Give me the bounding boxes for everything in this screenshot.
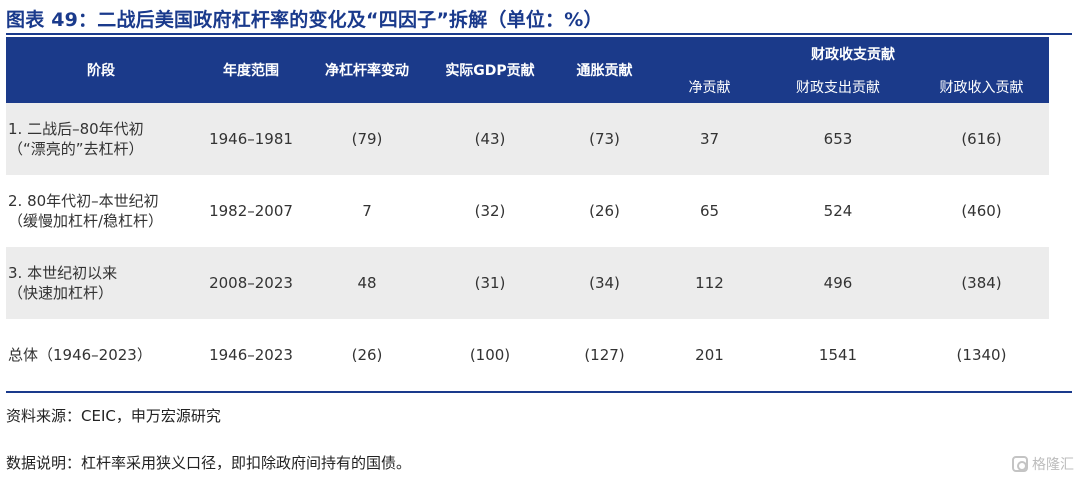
fiscal-spending-cell: 496 xyxy=(762,247,914,319)
data-note: 数据说明：杠杆率采用狭义口径，即扣除政府间持有的国债。 xyxy=(6,454,412,472)
years-cell: 1946–2023 xyxy=(209,346,293,364)
fiscal-revenue-cell: (1340) xyxy=(956,346,1007,364)
header-real-gdp: 实际GDP贡献 xyxy=(428,37,552,103)
net-leverage-change-cell: (79) xyxy=(306,103,428,175)
header-fiscal-revenue: 财政收入贡献 xyxy=(914,70,1049,103)
real-gdp-cell: (43) xyxy=(428,103,552,175)
stage-line1: 3. 本世纪初以来 xyxy=(8,264,118,282)
leverage-table: 阶段 年度范围 净杠杆率变动 实际GDP贡献 通胀贡献 财政收支贡献 净贡献 财… xyxy=(6,37,1049,391)
table-row: 2. 80年代初–本世纪初 （缓慢加杠杆/稳杠杆） 1982–2007 7 (3… xyxy=(6,175,1049,247)
fiscal-revenue-cell: (616) xyxy=(914,103,1049,175)
header-fiscal-spending: 财政支出贡献 xyxy=(762,70,914,103)
stage-line2: （快速加杠杆） xyxy=(8,284,114,302)
header-inflation: 通胀贡献 xyxy=(552,37,657,103)
inflation-cell: (73) xyxy=(552,103,657,175)
bottom-divider xyxy=(6,391,1072,393)
fiscal-net-cell: 112 xyxy=(657,247,762,319)
header-years: 年度范围 xyxy=(196,37,306,103)
years-cell: 2008–2023 xyxy=(196,247,306,319)
header-net-leverage-change: 净杠杆率变动 xyxy=(306,37,428,103)
stage-cell: 3. 本世纪初以来 （快速加杠杆） xyxy=(6,247,196,319)
header-stage: 阶段 xyxy=(6,37,196,103)
fiscal-net-cell: 37 xyxy=(657,103,762,175)
fiscal-spending-cell: 524 xyxy=(823,202,853,220)
stage-cell: 总体（1946–2023） xyxy=(8,346,152,364)
stage-cell: 2. 80年代初–本世纪初 （缓慢加杠杆/稳杠杆） xyxy=(6,175,196,247)
figure-title: 图表 49：二战后美国政府杠杆率的变化及“四因子”拆解（单位：%） xyxy=(6,9,603,31)
source-note: 资料来源：CEIC，申万宏源研究 xyxy=(6,407,221,425)
table-subheader-row: 净贡献 财政支出贡献 财政收入贡献 xyxy=(6,70,1049,103)
fiscal-net-cell: 201 xyxy=(695,346,724,364)
table-row-total: 总体（1946–2023） 1946–2023 (26) (100) (127)… xyxy=(6,319,1049,391)
stage-line2: （缓慢加杠杆/稳杠杆） xyxy=(8,212,164,230)
inflation-cell: (26) xyxy=(589,202,620,220)
fiscal-revenue-cell: (460) xyxy=(961,202,1002,220)
real-gdp-cell: (100) xyxy=(469,346,511,364)
net-leverage-change-cell: (26) xyxy=(351,346,383,364)
title-divider xyxy=(6,33,1072,35)
fiscal-spending-cell: 653 xyxy=(762,103,914,175)
header-fiscal-net: 净贡献 xyxy=(657,70,762,103)
stage-line2: （“漂亮的”去杠杆） xyxy=(8,140,144,158)
years-cell: 1982–2007 xyxy=(209,202,293,220)
fiscal-net-cell: 65 xyxy=(699,202,720,220)
watermark: 格隆汇 xyxy=(1012,454,1074,474)
header-fiscal-group: 财政收支贡献 xyxy=(657,37,1049,70)
real-gdp-cell: (31) xyxy=(428,247,552,319)
net-leverage-change-cell: 48 xyxy=(306,247,428,319)
table-row: 1. 二战后–80年代初 （“漂亮的”去杠杆） 1946–1981 (79) (… xyxy=(6,103,1049,175)
table-header-row: 阶段 年度范围 净杠杆率变动 实际GDP贡献 通胀贡献 财政收支贡献 xyxy=(6,37,1049,103)
watermark-logo-icon xyxy=(1012,456,1028,472)
table-row: 3. 本世纪初以来 （快速加杠杆） 2008–2023 48 (31) (34)… xyxy=(6,247,1049,319)
watermark-text: 格隆汇 xyxy=(1032,457,1074,473)
inflation-cell: (34) xyxy=(552,247,657,319)
stage-cell: 1. 二战后–80年代初 （“漂亮的”去杠杆） xyxy=(6,103,196,175)
inflation-cell: (127) xyxy=(584,346,625,364)
stage-line1: 2. 80年代初–本世纪初 xyxy=(8,192,159,210)
net-leverage-change-cell: 7 xyxy=(362,202,372,220)
fiscal-spending-cell: 1541 xyxy=(818,346,858,364)
real-gdp-cell: (32) xyxy=(474,202,506,220)
fiscal-revenue-cell: (384) xyxy=(914,247,1049,319)
years-cell: 1946–1981 xyxy=(196,103,306,175)
stage-line1: 1. 二战后–80年代初 xyxy=(8,120,144,138)
